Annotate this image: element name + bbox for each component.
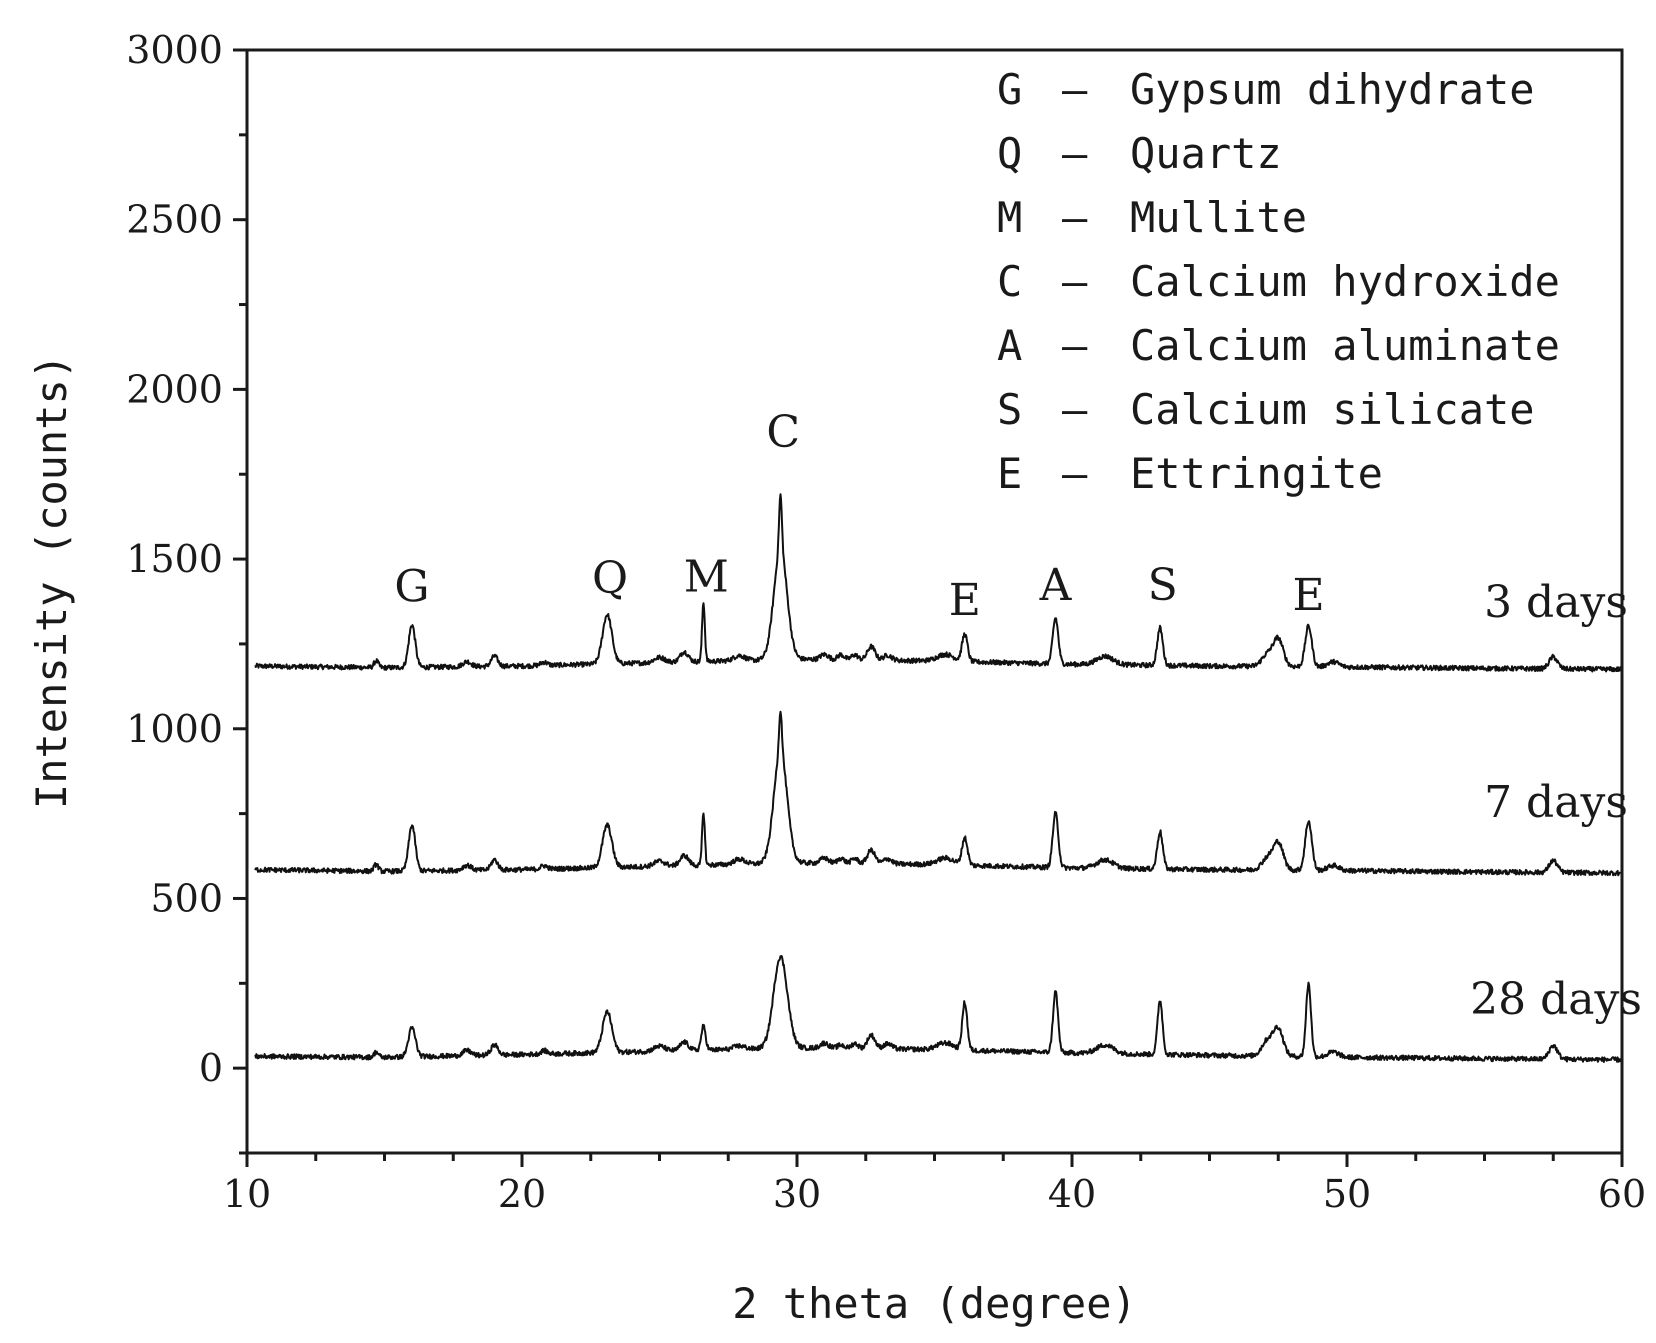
- legend-symbol: E: [997, 449, 1022, 498]
- x-tick-label: 30: [773, 1172, 821, 1216]
- legend-dash: –: [1062, 321, 1088, 370]
- x-tick-label: 10: [223, 1172, 271, 1216]
- peak-label: A: [1039, 560, 1073, 611]
- legend-entry: Calcium hydroxide: [1130, 257, 1560, 306]
- legend-dash: –: [1062, 385, 1088, 434]
- series-line-3: [254, 955, 1622, 1063]
- y-tick-label: 3000: [126, 28, 223, 72]
- peak-label: E: [949, 575, 981, 626]
- peak-label: G: [394, 562, 429, 613]
- legend-symbol: A: [997, 321, 1022, 370]
- y-axis-title: Intensity (counts): [27, 354, 76, 809]
- legend-entry: Mullite: [1130, 193, 1307, 242]
- y-tick-label: 1500: [126, 537, 223, 581]
- y-axis: 0 500 1000 1500 2000 2500 3000: [126, 28, 247, 1155]
- legend-dash: –: [1062, 193, 1088, 242]
- y-tick-label: 2500: [126, 198, 223, 242]
- x-tick-label: 40: [1048, 1172, 1096, 1216]
- series-label-2: 7 days: [1484, 777, 1628, 828]
- x-axis: 10 20 30 40 50 60: [223, 1153, 1646, 1216]
- legend-dash: –: [1062, 449, 1088, 498]
- series-label-3: 28 days: [1470, 974, 1642, 1025]
- series-line-2: [254, 710, 1622, 877]
- legend-symbol: Q: [997, 129, 1022, 178]
- legend-symbol: S: [997, 385, 1022, 434]
- peak-label: S: [1148, 560, 1178, 611]
- series-label-1: 3 days: [1484, 577, 1628, 628]
- x-axis-title: 2 theta (degree): [732, 1279, 1137, 1328]
- peak-label: M: [684, 551, 729, 602]
- legend-symbol: M: [997, 193, 1022, 242]
- y-tick-label: 1000: [126, 707, 223, 751]
- legend-entry: Calcium silicate: [1130, 385, 1535, 434]
- x-tick-label: 60: [1598, 1172, 1646, 1216]
- legend-dash: –: [1062, 65, 1088, 114]
- plot-frame: [245, 48, 1624, 1155]
- legend-entry: Quartz: [1130, 129, 1282, 178]
- peak-labels: G Q M C E A S E: [394, 407, 1324, 626]
- peak-label: C: [766, 407, 800, 458]
- y-tick-label: 0: [199, 1046, 223, 1090]
- legend-dash: –: [1062, 129, 1088, 178]
- legend-entry: Gypsum dihydrate: [1130, 65, 1535, 114]
- y-tick-label: 2000: [126, 367, 223, 411]
- series-labels: 3 days 7 days 28 days: [1470, 577, 1642, 1025]
- peak-label: E: [1292, 570, 1324, 621]
- series-layer: [254, 493, 1622, 1063]
- series-line-1: [254, 493, 1622, 673]
- legend-entry: Ettringite: [1130, 449, 1383, 498]
- x-tick-label: 20: [498, 1172, 546, 1216]
- legend-entry: Calcium aluminate: [1130, 321, 1560, 370]
- x-tick-label: 50: [1323, 1172, 1371, 1216]
- y-tick-label: 500: [150, 876, 223, 920]
- peak-label: Q: [592, 553, 628, 604]
- legend-symbol: C: [997, 257, 1022, 306]
- legend-dash: –: [1062, 257, 1088, 306]
- legend-symbol: G: [997, 65, 1022, 114]
